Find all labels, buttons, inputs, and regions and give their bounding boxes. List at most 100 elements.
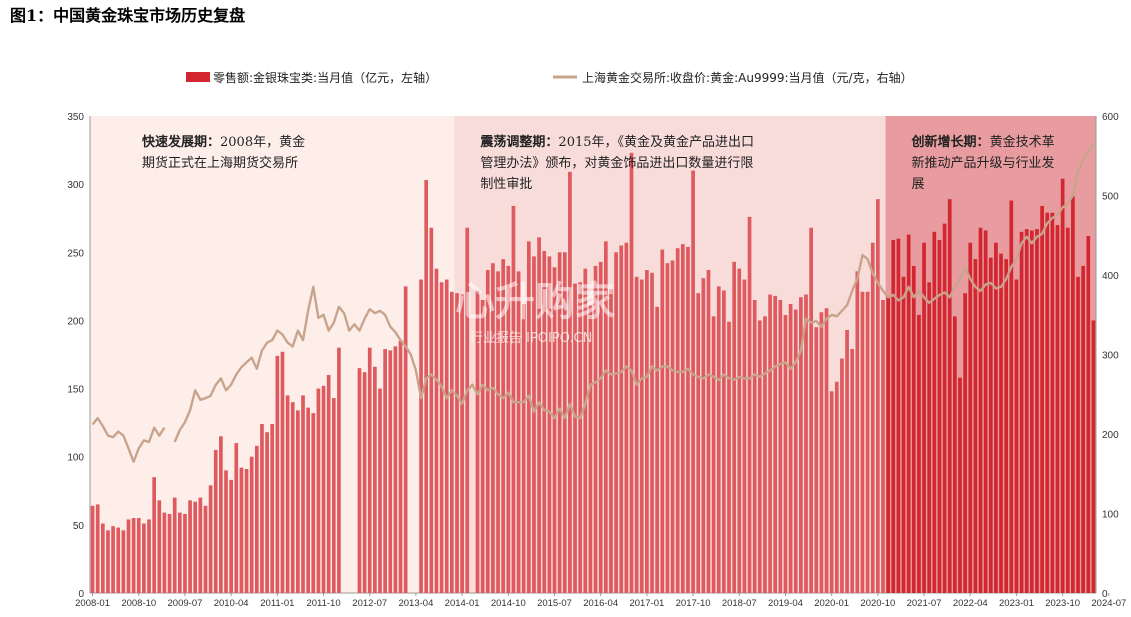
- retail-sales-bar: [532, 256, 536, 593]
- retail-sales-bar: [906, 234, 911, 593]
- y-right-tick-label: 400: [1102, 271, 1119, 282]
- retail-sales-bar: [927, 282, 932, 593]
- retail-sales-bar: [1040, 205, 1044, 593]
- gold-price-series: [91, 416, 166, 463]
- retail-sales-bar: [665, 263, 670, 593]
- retail-sales-bar: [511, 205, 516, 593]
- retail-sales-bar: [547, 256, 552, 593]
- retail-sales-bar: [450, 291, 454, 593]
- retail-sales-bar: [896, 238, 901, 593]
- figure-title: 图1：中国黄金珠宝市场历史复盘: [10, 6, 246, 25]
- retail-sales-bar: [270, 424, 275, 593]
- retail-sales-bar: [398, 340, 403, 593]
- retail-sales-bar: [1065, 227, 1070, 594]
- retail-sales-bar: [1045, 212, 1050, 593]
- retail-sales-bar: [639, 279, 644, 593]
- retail-sales-bar: [947, 199, 952, 594]
- retail-sales-bar: [655, 306, 660, 593]
- retail-sales-bar: [593, 265, 598, 593]
- retail-sales-bar: [578, 282, 583, 593]
- retail-sales-bar: [737, 268, 742, 593]
- retail-sales-bar: [1014, 279, 1019, 593]
- y-right-tick-label: 100: [1102, 510, 1119, 521]
- retail-sales-bar: [419, 279, 423, 593]
- y-right-tick-label: 600: [1102, 112, 1119, 123]
- retail-sales-bar: [963, 293, 967, 593]
- retail-sales-bar: [881, 299, 885, 593]
- retail-sales-bar: [157, 500, 162, 593]
- retail-sales-bar: [254, 445, 259, 593]
- retail-sales-bar: [773, 295, 778, 593]
- x-tick-label: 2021-07: [907, 598, 942, 609]
- retail-sales-bar: [213, 449, 218, 593]
- retail-sales-bar: [162, 512, 167, 593]
- retail-sales-bar: [208, 485, 213, 593]
- retail-sales-bar: [583, 268, 588, 593]
- watermark: 心升购家 行业报告 IPOIPO.CN: [455, 279, 615, 346]
- retail-sales-bar: [670, 260, 675, 593]
- retail-sales-bar: [1086, 235, 1091, 593]
- retail-sales-bar: [290, 402, 295, 593]
- retail-sales-bar: [793, 309, 798, 593]
- retail-sales-bar: [537, 237, 541, 593]
- retail-sales-bar: [501, 259, 506, 593]
- retail-sales-bar: [1091, 320, 1096, 593]
- retail-sales-bar: [444, 279, 449, 593]
- retail-sales-bar: [172, 497, 177, 593]
- y-left-tick-label: 150: [67, 385, 84, 396]
- y-right-tick-label: 200: [1102, 430, 1119, 441]
- retail-sales-bar: [521, 304, 526, 593]
- retail-sales-bar: [1024, 229, 1029, 594]
- retail-sales-bar: [942, 223, 947, 593]
- retail-sales-bar: [901, 276, 906, 593]
- retail-sales-bar: [722, 290, 726, 593]
- retail-sales-bar: [373, 366, 377, 593]
- retail-sales-bar: [804, 294, 808, 593]
- retail-sales-bar: [876, 199, 880, 594]
- retail-sales-bar: [603, 241, 608, 593]
- retail-sales-bar: [865, 291, 870, 593]
- retail-sales-bar: [757, 320, 762, 593]
- legend: 零售额:金银珠宝类:当月值（亿元，左轴） 上海黄金交易所:收盘价:黄金:Au99…: [186, 70, 913, 85]
- retail-sales-bar: [142, 523, 146, 593]
- x-tick-label: 2017-01: [629, 598, 664, 609]
- period-annotation-line: 期货正式在上海期货交易所: [142, 155, 298, 171]
- retail-sales-bar: [126, 519, 131, 593]
- retail-sales-bar: [393, 346, 398, 593]
- retail-sales-bar: [301, 395, 305, 593]
- retail-sales-bar: [429, 227, 434, 594]
- retail-sales-bar: [922, 242, 926, 593]
- retail-sales-bar: [958, 377, 962, 593]
- retail-sales-bar: [403, 286, 408, 593]
- retail-sales-bar: [95, 504, 100, 593]
- retail-sales-bar: [321, 385, 326, 593]
- retail-sales-bar: [886, 295, 890, 593]
- retail-sales-bar: [147, 519, 151, 593]
- x-tick-label: 2019-04: [768, 598, 803, 609]
- retail-sales-bar: [598, 261, 603, 593]
- retail-sales-bar: [588, 305, 593, 593]
- retail-sales-bar: [480, 299, 485, 593]
- retail-sales-bar: [193, 501, 198, 593]
- retail-sales-bar: [203, 505, 208, 593]
- retail-sales-bar: [747, 216, 752, 593]
- retail-sales-bar: [799, 297, 803, 593]
- retail-sales-bar: [234, 443, 239, 593]
- retail-sales-bar: [424, 180, 429, 593]
- retail-sales-bar: [491, 263, 495, 593]
- retail-sales-bar: [229, 479, 233, 593]
- retail-sales-bar: [855, 271, 860, 593]
- y-left-tick-label: 100: [67, 453, 84, 464]
- retail-sales-bar: [834, 381, 839, 593]
- retail-sales-bar: [1035, 229, 1039, 594]
- retail-sales-bar: [100, 523, 105, 593]
- x-tick-label: 2014-01: [445, 598, 480, 609]
- retail-sales-bar: [778, 299, 783, 593]
- legend-line-label: 上海黄金交易所:收盘价:黄金:Au9999:当月值（元/克，右轴）: [582, 70, 913, 85]
- retail-sales-bar: [136, 518, 141, 593]
- period-annotation-line: 新推动产品升级与行业发: [912, 155, 1055, 171]
- retail-sales-bar: [106, 530, 110, 593]
- retail-sales-bar: [542, 250, 547, 593]
- retail-sales-bar: [968, 242, 973, 593]
